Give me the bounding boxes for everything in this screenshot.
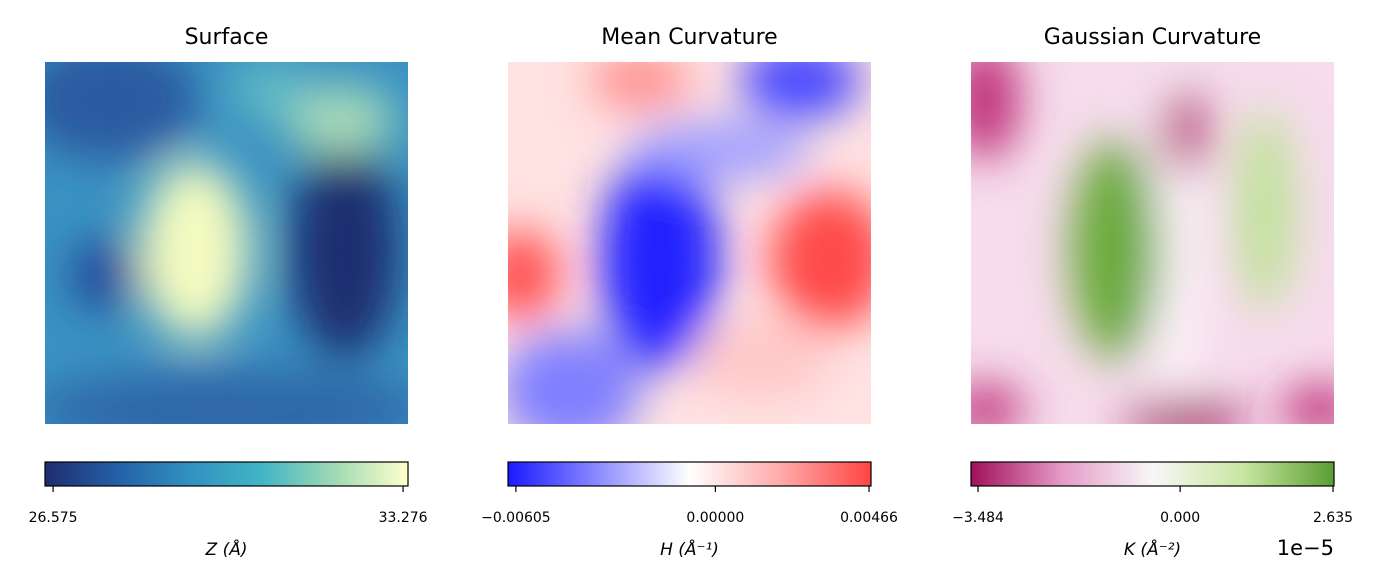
gaussian-curvature-map (971, 62, 1334, 424)
colorbar-label: K (Å⁻²) (1124, 538, 1181, 560)
colorbar-tick-label: −0.00605 (481, 510, 551, 526)
mean-curvature-map (508, 62, 871, 424)
offset-text: 1e−5 (1277, 536, 1334, 560)
colorbar-label: H (Å⁻¹) (660, 538, 719, 560)
surface-map (45, 62, 408, 424)
colorbar-tick-label: −3.484 (952, 510, 1004, 526)
colorbar (44, 461, 409, 487)
colorbar (970, 461, 1335, 487)
colorbar-tick-label: 0.000 (1160, 510, 1200, 526)
colorbar-tick-label: 0.00000 (686, 510, 744, 526)
colorbar-tick-label: 2.635 (1313, 510, 1353, 526)
colorbar-tick-label: 26.575 (29, 510, 78, 526)
colorbar (507, 461, 872, 487)
colorbar-tick-label: 33.276 (379, 510, 428, 526)
panel-title: Gaussian Curvature (1044, 25, 1261, 50)
panel-title: Mean Curvature (601, 25, 777, 50)
panel-title: Surface (185, 25, 269, 50)
colorbar-tick-label: 0.00466 (840, 510, 898, 526)
colorbar-label: Z (Å) (205, 538, 248, 560)
